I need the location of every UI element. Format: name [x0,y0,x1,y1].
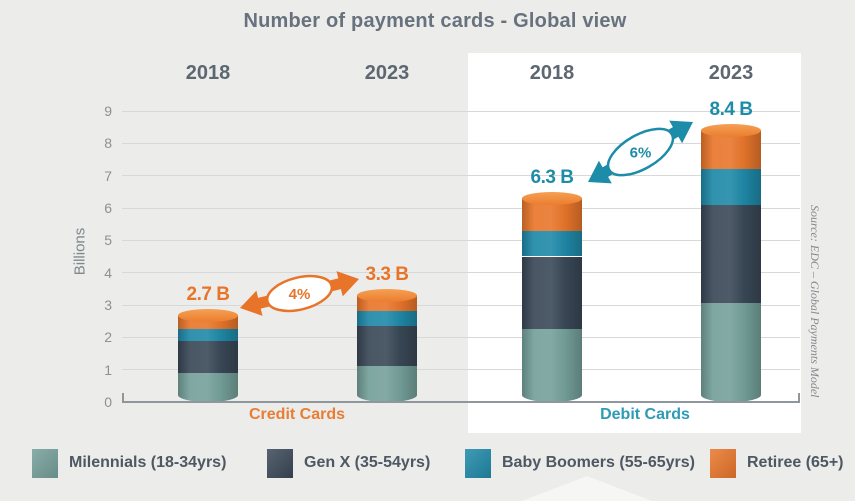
bar-segment-credit-cards-2018-1 [178,372,238,402]
growth-badge-credit [265,274,334,313]
y-tick-label-4: 4 [104,264,112,281]
x-axis-line [122,401,800,403]
legend-label: Baby Boomers (55-65yrs) [502,454,695,471]
bar-segment-credit-cards-2023-2 [357,326,417,367]
bar-top-ellipse-2018 [522,192,582,206]
year-label-credit-cards-2018: 2018 [185,62,231,84]
gridline-3 [122,304,800,306]
category-label-credit-cards: Credit Cards [248,406,346,423]
legend-swatch-icon [465,448,491,478]
y-tick-label-5: 5 [104,232,112,249]
legend-label: Gen X (35-54yrs) [304,454,431,471]
bar-segment-debit-cards-2018-4 [522,198,582,231]
gridline-8 [122,142,800,144]
legend-item-milennials: Milennials (18-34yrs) [32,448,226,478]
gridline-7 [122,175,800,177]
gridline-1 [122,369,800,371]
growth-arrow-debit: 6% [588,120,693,184]
growth-value-debit: 6% [630,145,652,162]
year-label-debit-cards-2018: 2018 [529,62,575,84]
y-tick-label-7: 7 [104,167,112,184]
bar-segment-debit-cards-2023-1 [701,303,761,402]
year-label-credit-cards-2023: 2023 [364,62,410,84]
legend-swatch-icon [710,448,736,478]
bar-top-ellipse-2018 [178,308,238,322]
bar-top-ellipse-2023 [357,289,417,303]
total-label-2023: 8.4 B [709,99,753,121]
y-tick-label-6: 6 [104,200,112,216]
y-tick-label-8: 8 [104,135,112,152]
bar-segment-debit-cards-2023-2 [701,204,761,304]
bar-segment-debit-cards-2018-3 [522,230,582,257]
gridline-6 [122,207,800,209]
chart-title: Number of payment cards - Global view [243,10,627,32]
total-label-2018: 6.3 B [530,167,574,189]
legend-label: Retiree (65+) [747,454,844,471]
category-label-debit-cards: Debit Cards [600,406,690,423]
source-note: Source: EDC – Global Payments Model [808,205,822,398]
bar-segment-credit-cards-2018-3 [178,329,238,341]
bar-segment-debit-cards-2018-1 [522,329,582,402]
total-label-2018: 2.7 B [186,283,230,305]
y-tick-label-9: 9 [104,103,112,119]
legend-label: Milennials (18-34yrs) [69,454,227,471]
legend-item-retiree: Retiree (65+) [710,448,844,478]
legend-swatch-icon [32,448,58,478]
bar-segment-credit-cards-2023-1 [357,366,417,402]
bar-segment-credit-cards-2023-3 [357,311,417,326]
bar-segment-debit-cards-2018-2 [522,256,582,330]
y-tick-label-1: 1 [104,361,112,378]
bar-segment-credit-cards-2018-2 [178,340,238,373]
axis-tick-right [798,393,800,402]
background-triangle-decoration [522,476,652,501]
legend-item-baby: Baby Boomers (55-65yrs) [465,448,695,478]
total-label-2023: 3.3 B [365,264,409,286]
growth-value-credit: 4% [289,286,311,303]
gridline-2 [122,336,800,338]
bar-segment-debit-cards-2023-3 [701,169,761,205]
year-label-debit-cards-2023: 2023 [708,62,754,84]
axis-tick-left [122,393,124,402]
growth-arrow-credit: 4% [240,271,359,316]
legend-swatch-icon [267,448,293,478]
y-tick-label-3: 3 [104,297,112,313]
legend-item-gen: Gen X (35-54yrs) [267,448,430,478]
gridline-9 [122,110,800,112]
y-tick-label-0: 0 [104,394,112,410]
y-tick-label-2: 2 [104,329,112,346]
gridline-5 [122,239,800,241]
gridline-4 [122,272,800,274]
growth-badge-debit [606,127,675,177]
y-axis-title: Billions [71,227,89,276]
bar-top-ellipse-2023 [701,124,761,138]
